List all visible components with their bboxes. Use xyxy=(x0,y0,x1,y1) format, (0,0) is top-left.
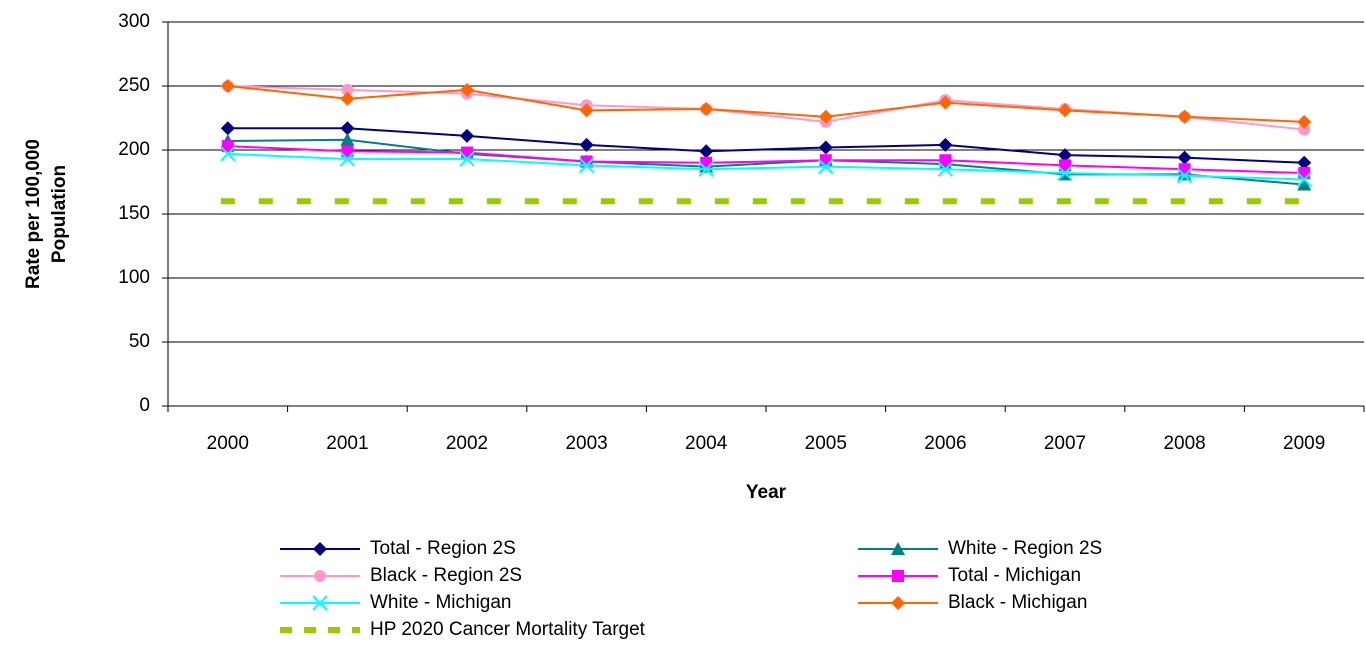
marker xyxy=(313,542,327,556)
marker xyxy=(1177,109,1192,124)
marker xyxy=(1296,171,1312,188)
x-tick-label: 2002 xyxy=(446,433,488,454)
y-tick-label: 200 xyxy=(118,139,150,160)
marker xyxy=(891,542,905,555)
marker xyxy=(938,137,953,152)
marker xyxy=(341,83,354,96)
y-axis-label: Population xyxy=(49,165,70,263)
legend-label: White - Michigan xyxy=(370,592,512,613)
x-tick-label: 2000 xyxy=(207,433,249,454)
x-tick-label: 2006 xyxy=(924,433,966,454)
marker xyxy=(700,156,713,169)
marker xyxy=(340,121,355,136)
marker xyxy=(461,146,473,159)
legend-label: White - Region 2S xyxy=(948,538,1102,559)
marker xyxy=(1297,155,1312,170)
marker xyxy=(1059,159,1071,172)
legend-label: Total - Region 2S xyxy=(370,538,516,559)
marker xyxy=(938,95,953,110)
marker xyxy=(892,570,904,582)
marker xyxy=(1178,163,1191,176)
marker xyxy=(1298,167,1311,180)
x-tick-label: 2001 xyxy=(326,433,368,454)
y-axis-label: Rate per 100,000 xyxy=(23,139,44,289)
marker xyxy=(1177,150,1192,165)
marker xyxy=(1057,165,1073,181)
marker xyxy=(578,157,595,174)
legend-label: Black - Region 2S xyxy=(370,565,522,586)
marker xyxy=(314,570,326,582)
marker xyxy=(699,144,714,159)
y-tick-label: 0 xyxy=(139,395,150,416)
marker xyxy=(1058,103,1072,118)
x-axis-label: Year xyxy=(746,482,787,503)
y-tick-label: 50 xyxy=(129,331,150,352)
marker xyxy=(698,161,714,177)
marker xyxy=(459,151,475,167)
marker xyxy=(819,154,832,167)
legend-label: Total - Michigan xyxy=(948,565,1081,586)
marker xyxy=(460,128,474,143)
marker xyxy=(891,596,905,610)
marker xyxy=(579,103,594,118)
series-line xyxy=(227,145,1305,175)
marker xyxy=(312,595,328,611)
y-tick-label: 250 xyxy=(118,75,150,96)
series-line xyxy=(227,127,1305,164)
marker xyxy=(220,121,235,136)
marker xyxy=(341,145,354,158)
marker xyxy=(340,91,355,106)
series-line xyxy=(227,85,1305,131)
marker xyxy=(1297,177,1312,191)
x-tick-label: 2004 xyxy=(685,433,728,454)
x-tick-label: 2007 xyxy=(1044,433,1086,454)
series-line xyxy=(227,85,1305,123)
marker xyxy=(579,137,594,152)
marker xyxy=(937,161,954,177)
x-tick-label: 2008 xyxy=(1163,433,1205,454)
marker xyxy=(460,82,474,97)
marker xyxy=(221,140,234,153)
y-tick-label: 100 xyxy=(118,267,150,288)
legend-label: HP 2020 Cancer Mortality Target xyxy=(370,619,646,640)
x-tick-label: 2009 xyxy=(1283,433,1325,454)
marker xyxy=(340,132,355,146)
marker xyxy=(818,109,833,124)
series-line xyxy=(227,152,1305,181)
marker xyxy=(1297,114,1312,129)
marker xyxy=(1298,123,1311,136)
legend-label: Black - Michigan xyxy=(948,592,1087,613)
marker xyxy=(339,151,356,167)
marker xyxy=(220,79,235,93)
y-tick-label: 150 xyxy=(118,203,150,224)
marker xyxy=(1176,167,1193,184)
marker xyxy=(818,140,833,155)
x-tick-label: 2005 xyxy=(805,433,847,454)
marker xyxy=(818,158,834,175)
marker xyxy=(1058,148,1072,163)
marker xyxy=(699,102,714,117)
marker xyxy=(220,146,236,162)
y-tick-label: 300 xyxy=(118,11,150,32)
x-tick-label: 2003 xyxy=(565,433,607,454)
marker xyxy=(939,154,952,167)
